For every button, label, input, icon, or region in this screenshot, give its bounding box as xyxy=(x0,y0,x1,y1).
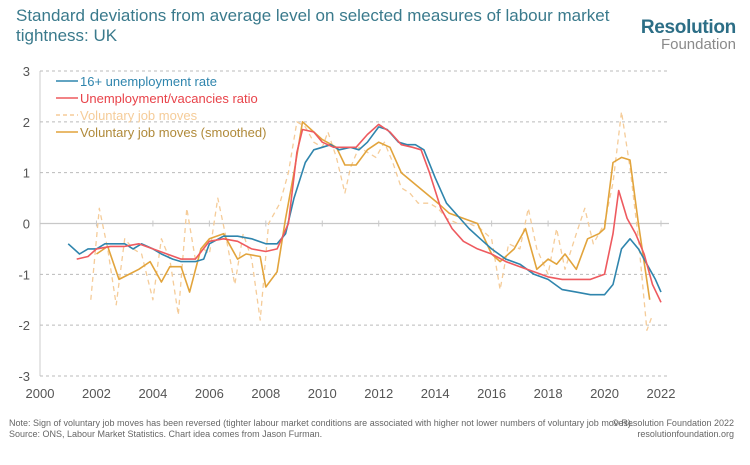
legend-label: Unemployment/vacancies ratio xyxy=(80,91,258,106)
logo-sub-text: Foundation xyxy=(660,36,736,53)
y-tick-label: 2 xyxy=(23,115,30,130)
chart-title: Standard deviations from average level o… xyxy=(16,6,610,45)
footer-note: Note: Sign of voluntary job moves has be… xyxy=(9,418,634,428)
x-tick-label: 2010 xyxy=(308,386,337,401)
x-tick-label: 2002 xyxy=(82,386,111,401)
x-tick-label: 2016 xyxy=(477,386,506,401)
legend-label: 16+ unemployment rate xyxy=(80,74,217,89)
footer-credits: © Resolution Foundation 2022 resolutionf… xyxy=(612,418,734,440)
x-tick-label: 2020 xyxy=(590,386,619,401)
series-lines xyxy=(67,111,662,331)
footer-notes: Note: Sign of voluntary job moves has be… xyxy=(9,418,633,440)
x-tick-label: 2000 xyxy=(26,386,55,401)
y-tick-label: -3 xyxy=(18,369,30,384)
legend-label: Voluntary job moves (smoothed) xyxy=(80,125,266,140)
series-line-voluntary-job-moves-smoothed xyxy=(96,121,651,300)
x-tick-label: 2008 xyxy=(251,386,280,401)
series-line-unemployment-vacancies-ratio xyxy=(76,123,662,303)
logo-main-text: Resolution xyxy=(640,17,736,38)
series-line-16-unemployment-rate xyxy=(67,126,662,296)
y-axis-ticks: 3 2 1 0 -1 -2 -3 xyxy=(18,64,30,384)
resolution-foundation-logo: Resolution Foundation xyxy=(641,18,736,53)
x-tick-label: 2018 xyxy=(534,386,563,401)
footer-website[interactable]: resolutionfoundation.org xyxy=(637,429,734,439)
x-tick-label: 2006 xyxy=(195,386,224,401)
y-tick-label: 3 xyxy=(23,64,30,79)
x-axis-ticks: 2000 2002 2004 2006 2008 2010 2012 2014 2016 2018… xyxy=(26,386,676,401)
x-tick-label: 2012 xyxy=(364,386,393,401)
legend-label: Voluntary job moves xyxy=(80,108,198,123)
y-tick-label: -2 xyxy=(18,318,30,333)
series-line-voluntary-job-moves xyxy=(90,111,654,331)
footer-copyright: © Resolution Foundation 2022 xyxy=(612,418,734,428)
y-tick-label: 0 xyxy=(23,217,30,232)
x-tick-label: 2014 xyxy=(421,386,450,401)
gridlines xyxy=(39,70,669,377)
x-tick-label: 2022 xyxy=(647,386,676,401)
legend: 16+ unemployment rate Unemployment/vacanc… xyxy=(56,74,266,140)
y-tick-label: -1 xyxy=(18,267,30,282)
footer-source: Source: ONS, Labour Market Statistics. C… xyxy=(9,429,323,439)
x-tick-label: 2004 xyxy=(138,386,167,401)
y-tick-label: 1 xyxy=(23,166,30,181)
